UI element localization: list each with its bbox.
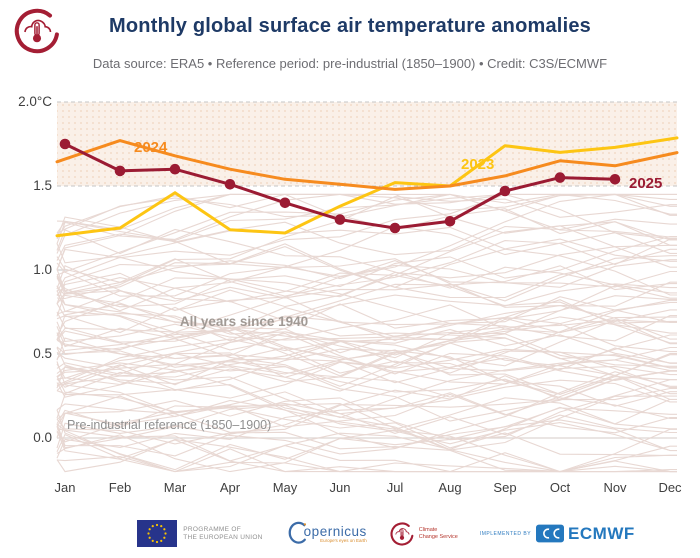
copernicus-wordmark: opernicus: [303, 524, 367, 539]
y-axis-label-1-0: 1.0: [33, 262, 52, 277]
ecmwf-logo: IMPLEMENTED BY ECMWF: [480, 524, 635, 544]
copernicus-logo: opernicus Europe's eyes on Earth: [285, 520, 367, 547]
x-axis-label-aug: Aug: [438, 480, 462, 495]
series-label-2024: 2024: [134, 139, 168, 156]
series-label-2023: 2023: [461, 156, 495, 173]
temperature-chart: 2.0°C 1.5 1.0 0.5 0.0 Jan Feb Mar Apr Ma…: [18, 94, 682, 495]
copernicus-c-icon: [288, 521, 306, 544]
x-axis-label-feb: Feb: [108, 480, 132, 495]
y-axis-label-0-0: 0.0: [33, 430, 52, 445]
series-label-2025: 2025: [629, 175, 663, 192]
all-years-annotation: All years since 1940: [179, 314, 309, 329]
x-axis-label-oct: Oct: [549, 480, 571, 495]
x-axis-label-nov: Nov: [603, 480, 627, 495]
implemented-by-label: IMPLEMENTED BY: [479, 530, 532, 537]
eu-programme-text: PROGRAMME OF THE EUROPEAN UNION: [183, 525, 263, 541]
y-axis-label-0-5: 0.5: [33, 346, 52, 361]
c3s-footer-icon: [390, 521, 414, 545]
x-axis-label-jan: Jan: [54, 480, 76, 495]
y-axis-label-2-0: 2.0°C: [18, 94, 52, 109]
x-axis-label-jun: Jun: [329, 480, 351, 495]
page-subtitle: Data source: ERA5 • Reference period: pr…: [92, 56, 608, 71]
c3s-logo-icon: [14, 8, 59, 54]
footer-logos: PROGRAMME OF THE EUROPEAN UNION opernicu…: [36, 520, 700, 547]
c3s-service-text: Climate Change Service: [418, 527, 458, 540]
x-axis-label-apr: Apr: [219, 480, 241, 495]
eu-flag-icon: [137, 520, 178, 547]
y-axis-label-1-5: 1.5: [33, 178, 52, 193]
x-axis-label-mar: Mar: [163, 480, 187, 495]
x-axis-label-may: May: [272, 480, 298, 495]
x-axis-label-jul: Jul: [386, 480, 404, 495]
ecmwf-icon: [536, 524, 565, 543]
eu-programme-logo: PROGRAMME OF THE EUROPEAN UNION: [137, 520, 262, 547]
x-axis-label-dec: Dec: [658, 480, 682, 495]
temperature-plot: [55, 101, 679, 473]
ecmwf-wordmark: ECMWF: [568, 523, 635, 543]
eu-star-ring: [147, 523, 167, 544]
page-title: Monthly global surface air temperature a…: [109, 15, 591, 37]
preindustrial-reference-annotation: Pre-industrial reference (1850–1900): [67, 418, 272, 432]
c3s-footer-logo: Climate Change Service: [389, 521, 458, 547]
copernicus-tagline: Europe's eyes on Earth: [320, 538, 367, 543]
x-axis-label-sep: Sep: [493, 480, 517, 495]
